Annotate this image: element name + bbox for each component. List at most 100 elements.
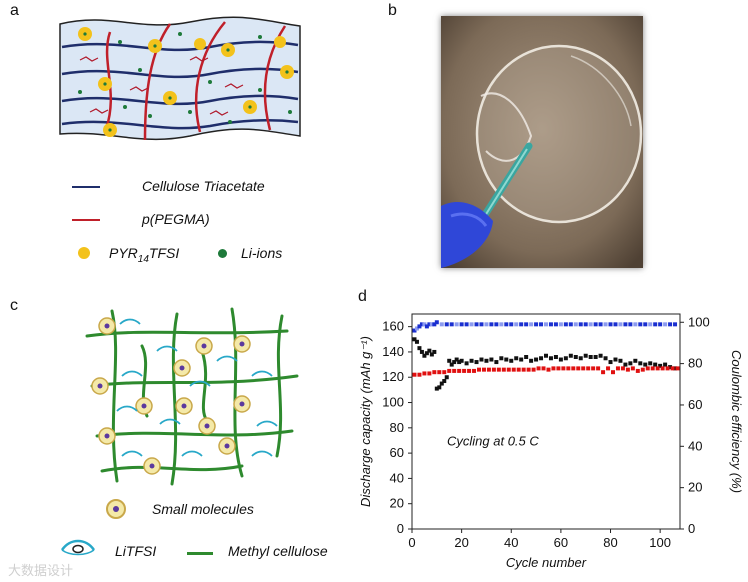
capacity-black-point <box>442 379 447 384</box>
coulombic-efficiency-point <box>558 322 563 327</box>
capacity-red-point <box>625 367 630 372</box>
coulombic-efficiency-point <box>588 322 593 327</box>
x-axis-label: Cycle number <box>506 555 587 570</box>
small-molecule-icons <box>91 317 251 475</box>
coulombic-efficiency-point <box>509 322 514 327</box>
capacity-black-point <box>558 357 563 362</box>
litfsi-icons <box>116 318 278 457</box>
coulombic-efficiency-point <box>414 326 419 331</box>
capacity-black-point <box>673 366 678 371</box>
coulombic-efficiency-point <box>608 322 613 327</box>
capacity-red-point <box>477 367 481 372</box>
x-tick-label: 100 <box>649 535 671 550</box>
capacity-black-point <box>459 358 464 363</box>
coulombic-efficiency-point <box>444 322 449 327</box>
capacity-black-point <box>633 358 638 363</box>
capacity-black-point <box>598 353 603 358</box>
y-right-axis-label: Coulombic efficiency (%) <box>729 350 744 493</box>
capacity-black-point <box>583 353 588 358</box>
coulombic-efficiency-point <box>568 322 573 327</box>
capacity-black-point <box>519 357 524 362</box>
legend-label-cellulose-triacetate: Cellulose Triacetate <box>142 178 265 194</box>
coulombic-efficiency-point <box>603 322 608 327</box>
coulombic-efficiency-point <box>499 322 504 327</box>
capacity-red-point <box>422 371 427 376</box>
coulombic-efficiency-point <box>658 322 663 327</box>
coulombic-efficiency-point <box>548 322 553 327</box>
watermark: 大数据设计 <box>8 563 74 578</box>
coulombic-efficiency-point <box>484 322 489 327</box>
capacity-black-point <box>653 362 658 367</box>
capacity-black-point <box>529 358 534 363</box>
capacity-red-point <box>462 368 467 373</box>
capacity-black-point <box>663 362 668 367</box>
legend-dot-ionic-liquid <box>78 247 90 259</box>
capacity-red-point <box>536 366 541 371</box>
capacity-red-point <box>452 368 457 373</box>
capacity-black-point <box>469 358 474 363</box>
panel-label-d: d <box>358 288 367 305</box>
capacity-red-point <box>586 366 591 371</box>
y-right-tick-label: 0 <box>688 521 695 536</box>
coulombic-efficiency-point <box>544 322 548 327</box>
plot-frame <box>411 313 681 530</box>
capacity-black-point <box>658 363 663 368</box>
coulombic-efficiency-point <box>653 322 658 327</box>
capacity-red-point <box>546 367 551 372</box>
y-left-tick-label: 0 <box>397 521 404 536</box>
capacity-black-point <box>534 357 539 362</box>
capacity-black-point <box>638 361 643 366</box>
capacity-red-point <box>526 367 531 372</box>
membrane-photo-drawing <box>441 16 643 268</box>
capacity-red-point <box>561 366 566 371</box>
coulombic-efficiency-point <box>668 322 673 327</box>
coulombic-efficiency-point <box>553 322 558 327</box>
capacity-red-point <box>556 366 561 371</box>
capacity-red-point <box>630 366 635 371</box>
coulombic-efficiency-point <box>479 322 484 327</box>
capacity-red-point <box>596 366 601 371</box>
capacity-red-point <box>635 368 640 373</box>
legend-label-methyl-cellulose: Methyl cellulose <box>228 543 328 559</box>
y-left-tick-label: 60 <box>390 445 404 460</box>
capacity-black-point <box>499 356 504 361</box>
capacity-black-point <box>484 358 489 363</box>
y-right-tick-label: 60 <box>688 397 702 412</box>
x-tick-label: 60 <box>554 535 568 550</box>
capacity-black-point <box>514 356 519 361</box>
coulombic-efficiency-point <box>638 322 643 327</box>
coulombic-efficiency-point <box>529 322 534 327</box>
coulombic-efficiency-point <box>504 322 509 327</box>
capacity-black-point <box>618 358 623 363</box>
coulombic-efficiency-point <box>422 322 427 327</box>
capacity-black-point <box>419 349 424 354</box>
capacity-black-point <box>412 337 417 342</box>
cycling-chart: 0 20 40 60 80 100 0 20 40 60 80 100 120 140 160 0 20 40 60… <box>358 313 744 570</box>
capacity-red-point <box>551 366 556 371</box>
membrane-schematic <box>59 16 301 141</box>
capacity-black-point <box>422 353 427 358</box>
capacity-red-point <box>615 366 620 371</box>
capacity-red-point <box>670 366 675 371</box>
coulombic-efficiency-point <box>673 322 678 327</box>
capacity-black-point <box>568 353 573 358</box>
x-tick-label: 20 <box>454 535 468 550</box>
capacity-red-point <box>531 367 536 372</box>
legend-line-methyl-cellulose <box>187 552 213 555</box>
capacity-red-point <box>645 366 650 371</box>
capacity-black-point <box>623 362 628 367</box>
coulombic-efficiency-point <box>598 322 603 327</box>
capacity-black-point <box>474 360 479 365</box>
coulombic-efficiency-point <box>434 320 439 325</box>
capacity-black-point <box>643 362 648 367</box>
litfsi-legend-icon <box>60 539 96 556</box>
coulombic-efficiency-point <box>494 322 499 327</box>
capacity-black-point <box>479 357 484 362</box>
capacity-red-point <box>655 366 660 371</box>
capacity-black-point <box>524 355 529 359</box>
capacity-red-point <box>472 368 477 373</box>
capacity-black-point <box>588 355 593 359</box>
capacity-red-point <box>516 367 521 372</box>
coulombic-efficiency-point <box>583 322 588 327</box>
capacity-red-point <box>521 367 526 372</box>
